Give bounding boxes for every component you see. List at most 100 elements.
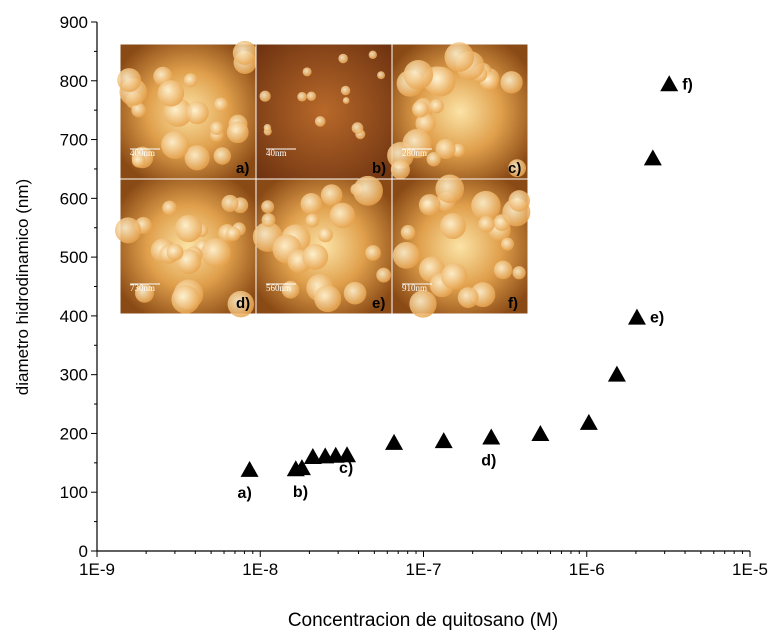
inset-image <box>255 43 393 180</box>
grain <box>157 80 185 107</box>
annotation: d) <box>481 453 496 470</box>
grain <box>478 215 495 233</box>
point <box>531 425 550 442</box>
grain <box>471 190 501 221</box>
annotation: a) <box>238 485 252 502</box>
inset-label: c) <box>508 160 521 177</box>
grain <box>500 237 515 251</box>
y-tick-label: 200 <box>60 424 88 443</box>
grain <box>213 147 232 165</box>
grain <box>512 266 526 280</box>
grain <box>329 202 356 229</box>
scale-label: 400nm <box>130 148 155 158</box>
grain <box>305 213 320 228</box>
grain <box>415 113 436 134</box>
grain <box>342 97 350 104</box>
grain <box>213 97 229 112</box>
y-tick-label: 400 <box>60 307 88 326</box>
grain <box>131 102 146 118</box>
grain <box>444 42 475 72</box>
y-tick-label: 700 <box>60 131 88 150</box>
grain <box>343 281 367 305</box>
grain <box>263 123 272 132</box>
grain <box>402 129 432 159</box>
inset-images: 400nm a) 40nm b) 280nm c) 730nm d) 560nm e) 910nm f… <box>115 40 531 318</box>
grain <box>117 68 142 92</box>
inset-label: a) <box>236 160 249 177</box>
x-tick-label: 1E-9 <box>79 560 115 579</box>
point <box>607 365 626 382</box>
grain <box>412 100 429 118</box>
grain <box>225 226 241 242</box>
grain <box>226 121 249 144</box>
grain <box>261 213 276 227</box>
grain <box>320 184 343 206</box>
inset-label: f) <box>508 295 518 312</box>
grain <box>392 242 420 269</box>
grain <box>171 285 200 314</box>
grain <box>161 131 190 160</box>
annotation: f) <box>682 76 693 93</box>
grain <box>390 159 411 180</box>
annotation: e) <box>650 310 664 327</box>
grain <box>306 91 317 101</box>
grain <box>457 287 479 308</box>
y-tick-label: 900 <box>60 13 88 32</box>
grain <box>426 152 441 167</box>
y-axis-label: diametro hidrodinamico (nm) <box>13 179 32 395</box>
point <box>482 428 501 445</box>
inset-label: d) <box>236 295 250 312</box>
x-tick-label: 1E-6 <box>569 560 605 579</box>
grain <box>314 285 342 313</box>
grain <box>209 121 224 136</box>
grain <box>175 215 203 243</box>
point <box>292 459 311 476</box>
grain <box>261 200 275 214</box>
point <box>643 149 662 166</box>
grain <box>353 175 383 206</box>
grain <box>403 59 434 90</box>
x-tick-label: 1E-5 <box>732 560 768 579</box>
y-tick-label: 300 <box>60 366 88 385</box>
grain <box>376 267 392 283</box>
grain <box>508 190 530 212</box>
grain <box>183 73 198 88</box>
grain <box>300 193 323 215</box>
point <box>303 447 322 464</box>
grain <box>340 85 351 96</box>
grain <box>227 290 255 318</box>
point <box>338 446 357 463</box>
grain <box>441 263 468 290</box>
y-tick-label: 100 <box>60 483 88 502</box>
grain <box>184 145 210 171</box>
grain <box>429 98 444 114</box>
grain <box>435 138 456 159</box>
point <box>579 413 598 430</box>
y-tick-label: 0 <box>79 542 88 561</box>
grain <box>297 91 307 102</box>
grain <box>314 116 326 127</box>
grain <box>166 243 184 261</box>
x-axis-label: Concentracion de quitosano (M) <box>288 610 558 631</box>
grain <box>409 290 437 318</box>
point <box>240 460 259 477</box>
grain <box>500 71 523 94</box>
point <box>627 308 646 325</box>
grain <box>281 280 300 299</box>
grain <box>351 122 364 134</box>
grain <box>302 67 312 77</box>
grain <box>368 50 377 60</box>
grain <box>259 90 271 102</box>
inset-label: e) <box>372 295 385 312</box>
grain <box>435 174 465 204</box>
grain <box>508 159 527 178</box>
grain <box>131 153 146 168</box>
grain <box>439 213 466 240</box>
point <box>660 75 679 92</box>
grain <box>377 71 385 80</box>
annotation: c) <box>339 460 353 477</box>
scale-label: 560nm <box>266 283 291 293</box>
grain <box>162 200 177 216</box>
grain <box>400 225 416 240</box>
